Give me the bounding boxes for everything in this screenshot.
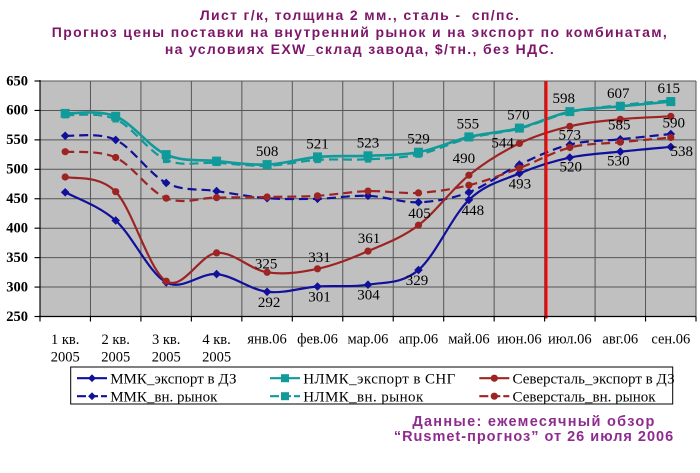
svg-text:ММК_экспорт в ДЗ: ММК_экспорт в ДЗ (110, 371, 236, 387)
svg-text:600: 600 (6, 103, 28, 119)
svg-text:573: 573 (559, 127, 582, 143)
svg-text:июн.06: июн.06 (497, 332, 541, 348)
svg-text:598: 598 (553, 91, 576, 107)
svg-text:3 кв.: 3 кв. (152, 332, 180, 348)
svg-text:523: 523 (357, 135, 380, 151)
svg-text:ММК_вн. рынок: ММК_вн. рынок (110, 389, 218, 405)
svg-text:Прогноз цены поставки на внутр: Прогноз цены поставки на внутренний рыно… (52, 24, 668, 40)
svg-text:май.06: май.06 (448, 332, 489, 348)
svg-text:550: 550 (6, 132, 28, 148)
svg-text:520: 520 (560, 160, 583, 176)
svg-text:500: 500 (6, 162, 28, 178)
svg-text:Северсталь_вн. рынок: Северсталь_вн. рынок (513, 389, 657, 405)
svg-text:янв.06: янв.06 (247, 332, 286, 348)
svg-text:607: 607 (607, 86, 630, 102)
svg-text:615: 615 (658, 81, 681, 97)
svg-text:450: 450 (6, 191, 28, 207)
svg-text:508: 508 (256, 144, 279, 160)
svg-text:2005: 2005 (152, 349, 181, 365)
svg-text:538: 538 (671, 144, 694, 160)
svg-text:405: 405 (408, 206, 431, 222)
svg-text:4 кв.: 4 кв. (202, 332, 230, 348)
svg-text:1 кв.: 1 кв. (51, 332, 79, 348)
svg-text:НЛМК_вн. рынок: НЛМК_вн. рынок (303, 389, 424, 405)
svg-text:мар.06: мар.06 (348, 332, 389, 348)
svg-text:570: 570 (507, 108, 530, 124)
svg-text:апр.06: апр.06 (399, 332, 438, 348)
svg-text:650: 650 (6, 73, 28, 89)
svg-text:Данные: ежемесячный обзор: Данные: ежемесячный обзор (412, 414, 655, 430)
svg-text:350: 350 (6, 250, 28, 266)
svg-text:фев.06: фев.06 (297, 332, 338, 348)
svg-text:301: 301 (308, 290, 331, 306)
svg-text:Северсталь_экспорт в ДЗ: Северсталь_экспорт в ДЗ (513, 371, 675, 387)
svg-text:250: 250 (6, 309, 28, 325)
svg-text:2005: 2005 (202, 349, 231, 365)
svg-text:2005: 2005 (101, 349, 130, 365)
svg-text:585: 585 (608, 117, 631, 133)
svg-text:325: 325 (255, 256, 278, 272)
svg-text:304: 304 (357, 288, 380, 304)
svg-text:493: 493 (509, 176, 532, 192)
svg-text:490: 490 (453, 151, 476, 167)
svg-text:“Rusmet-прогноз” от 26 июля 20: “Rusmet-прогноз” от 26 июля 2006 (394, 429, 674, 445)
svg-text:НЛМК_экспорт в СНГ: НЛМК_экспорт в СНГ (303, 371, 456, 387)
svg-text:329: 329 (406, 273, 429, 289)
svg-text:544: 544 (491, 135, 514, 151)
svg-text:сен.06: сен.06 (651, 332, 690, 348)
svg-text:авг.06: авг.06 (602, 332, 638, 348)
svg-text:292: 292 (258, 295, 281, 311)
svg-text:521: 521 (306, 136, 329, 152)
svg-text:530: 530 (607, 154, 630, 170)
svg-text:448: 448 (462, 203, 485, 219)
svg-text:400: 400 (6, 221, 28, 237)
svg-text:2 кв.: 2 кв. (101, 332, 129, 348)
svg-text:331: 331 (308, 250, 331, 266)
svg-text:300: 300 (6, 279, 28, 295)
svg-text:361: 361 (358, 231, 381, 247)
svg-text:на условиях EXW_склад завода,: на условиях EXW_склад завода, $/тн., без… (165, 41, 555, 57)
svg-text:529: 529 (407, 132, 430, 148)
svg-text:555: 555 (457, 116, 480, 132)
svg-text:590: 590 (663, 115, 686, 131)
svg-text:Лист г/к, толщина 2 мм., сталь: Лист г/к, толщина 2 мм., сталь - сп/пс. (200, 7, 520, 23)
svg-text:2005: 2005 (51, 349, 80, 365)
svg-text:июл.06: июл.06 (548, 332, 592, 348)
